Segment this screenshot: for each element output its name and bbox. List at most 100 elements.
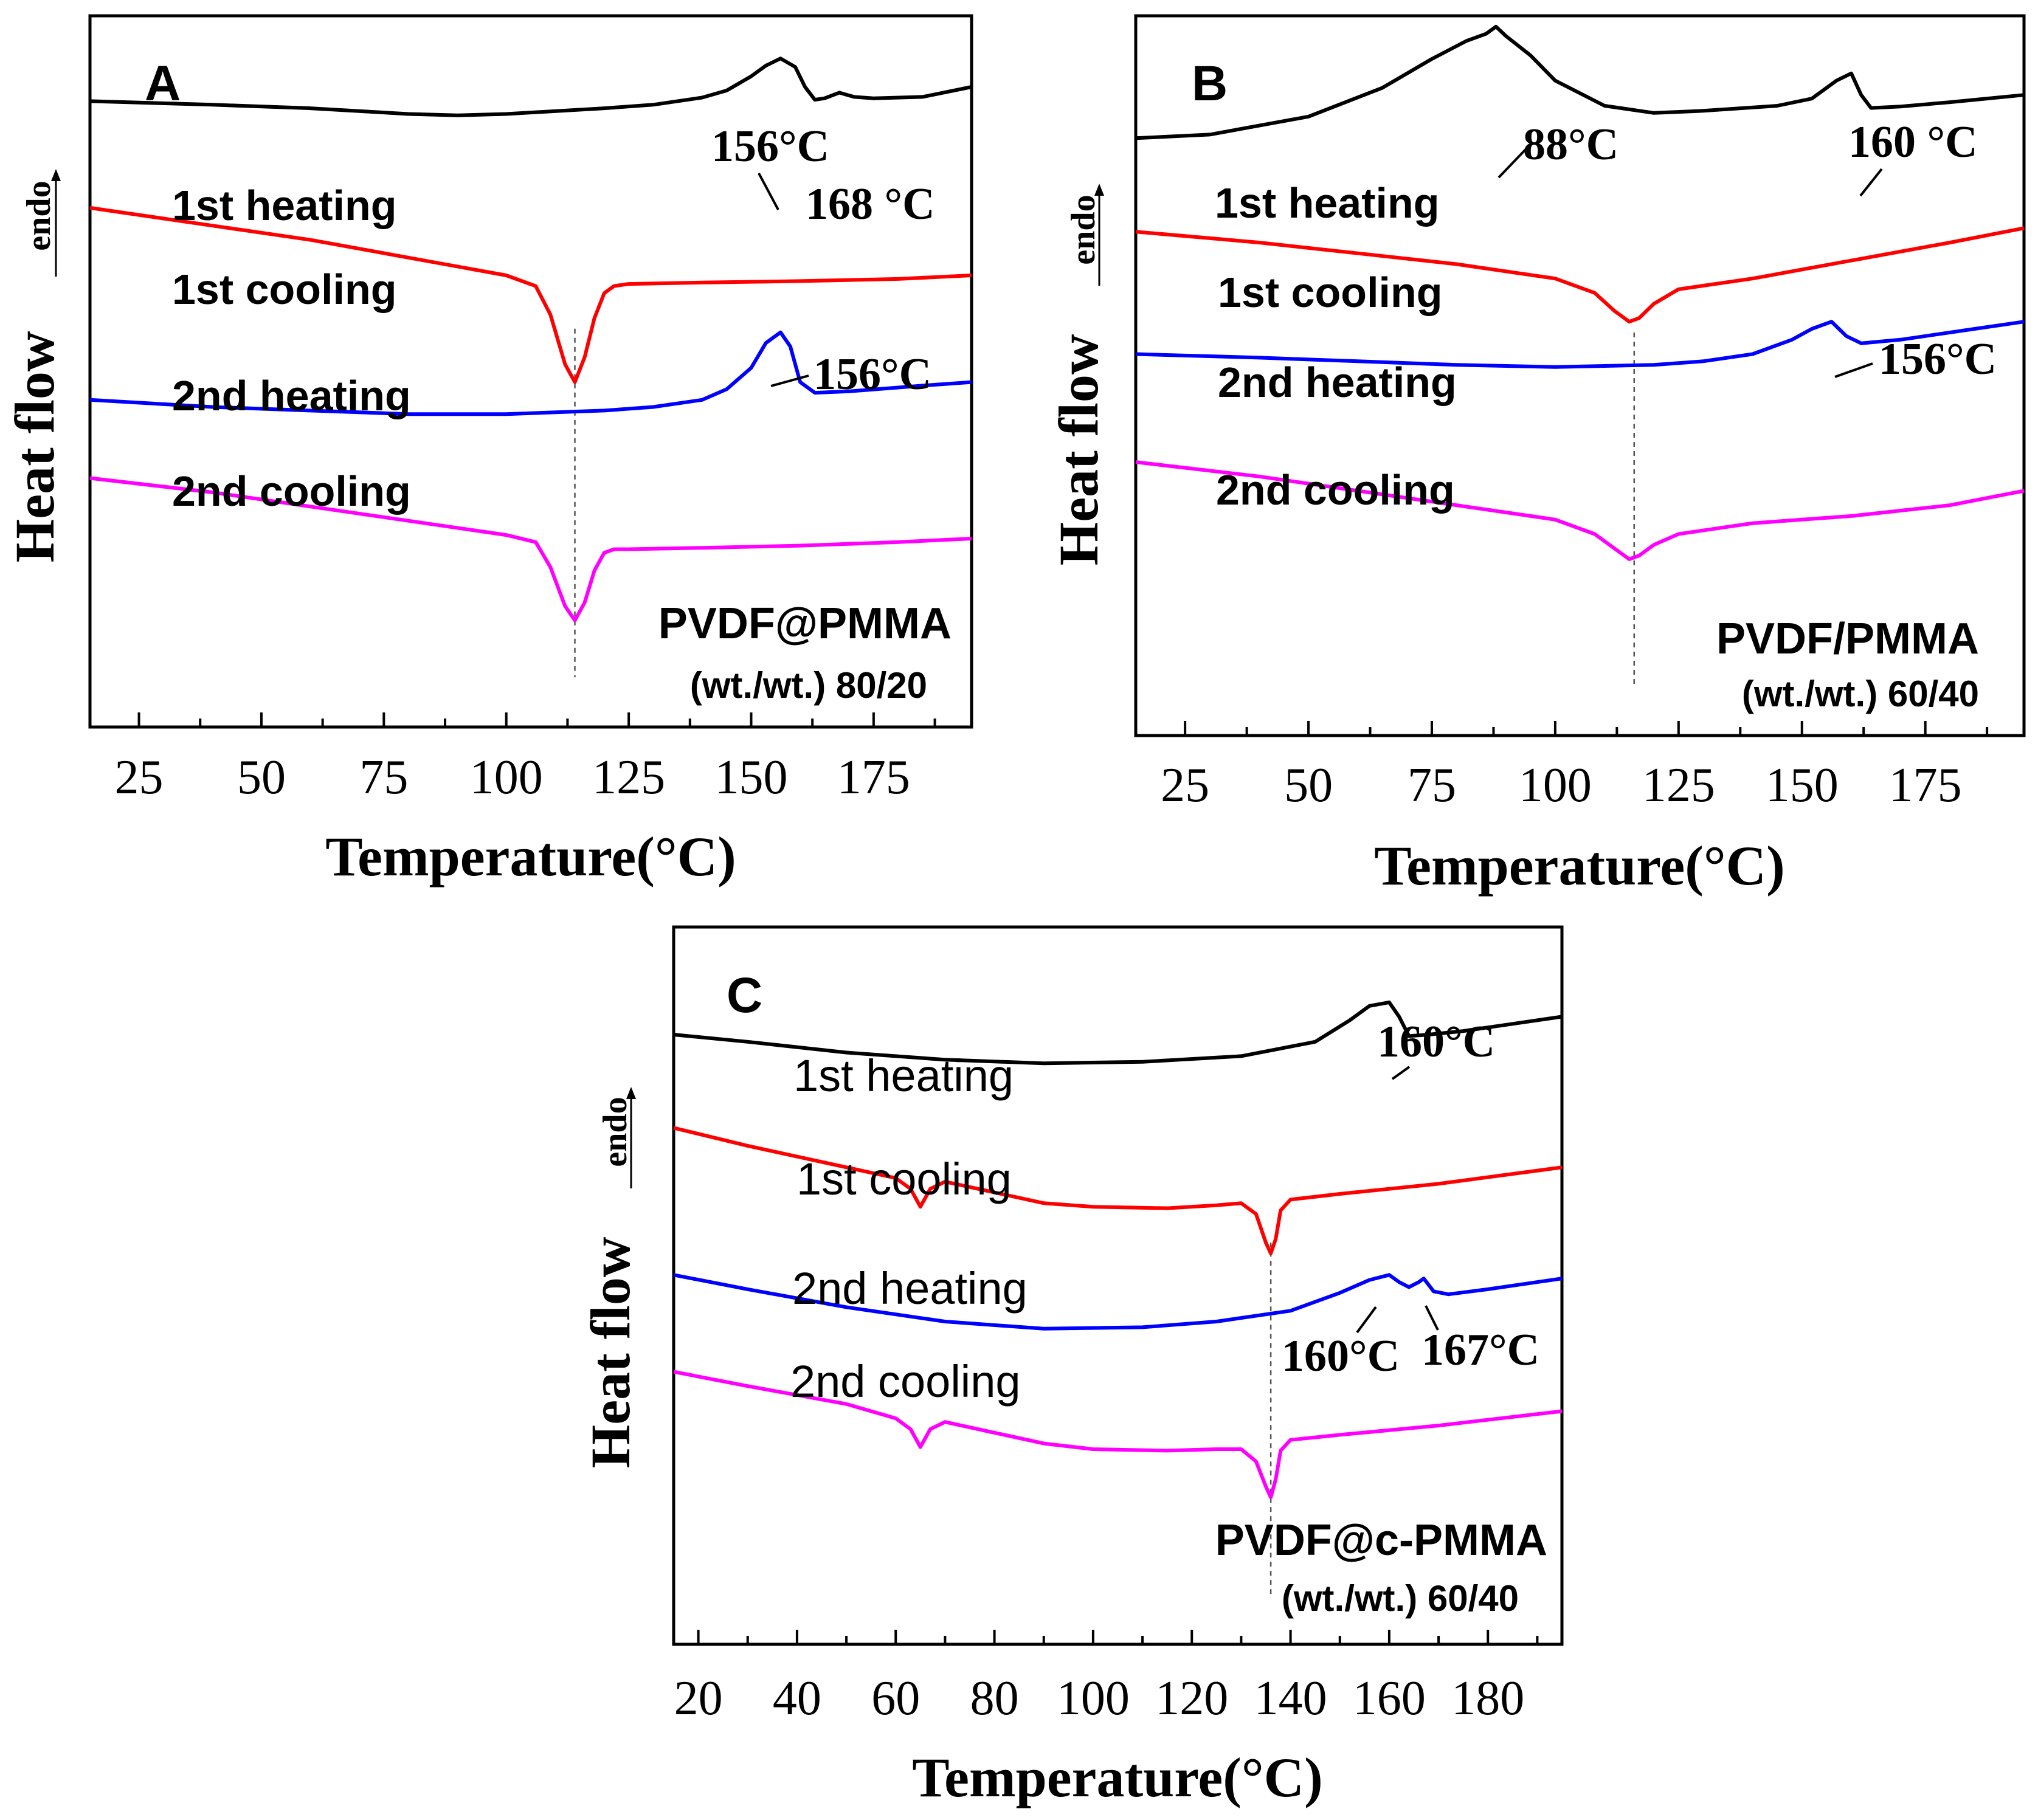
curve-label-1st-heating: 1st heating bbox=[1215, 179, 1440, 227]
x-tick-label: 125 bbox=[592, 751, 665, 804]
plot-frame bbox=[88, 14, 973, 729]
x-axis-label: Temperature(°C) bbox=[1374, 835, 1785, 897]
y-axis-endo-label: endo bbox=[1065, 195, 1102, 264]
sample-ratio: (wt./wt.) 60/40 bbox=[1282, 1578, 1519, 1619]
y-axis-label: Heat flow bbox=[1048, 334, 1110, 566]
sample-name: PVDF/PMMA bbox=[1716, 615, 1979, 663]
curve-label-2nd-cooling: 2nd cooling bbox=[790, 1356, 1021, 1407]
annotation-arrow bbox=[758, 173, 779, 210]
curve-2nd-cooling bbox=[673, 1370, 1563, 1500]
curve-label-1st-heating: 1st heating bbox=[172, 182, 397, 229]
x-tick-label: 100 bbox=[1519, 759, 1592, 812]
curve-label-2nd-heating: 2nd heating bbox=[1218, 359, 1457, 406]
plot-frame bbox=[1134, 14, 2026, 737]
annotation-88c: 88°C bbox=[1523, 120, 1618, 170]
curves bbox=[89, 57, 972, 622]
curve-2nd-cooling bbox=[89, 476, 972, 622]
x-tick-label: 25 bbox=[115, 751, 164, 804]
curve-label-1st-heating: 1st heating bbox=[793, 1050, 1014, 1101]
endo-arrow-head bbox=[51, 169, 61, 181]
x-tick-labels: 20 40 60 80 100 120 140 160 180 bbox=[674, 1672, 1525, 1725]
x-tick-label: 20 bbox=[674, 1672, 723, 1725]
x-tick-label: 80 bbox=[970, 1672, 1019, 1725]
x-ticks bbox=[137, 712, 936, 727]
annotation-168c: 168 °C bbox=[806, 179, 935, 229]
x-tick-label: 175 bbox=[1889, 759, 1962, 812]
x-tick-label: 60 bbox=[871, 1672, 920, 1725]
x-tick-label: 75 bbox=[1408, 759, 1456, 812]
x-tick-label: 100 bbox=[470, 751, 543, 804]
endo-arrow-head bbox=[626, 1087, 636, 1099]
x-tick-label: 150 bbox=[715, 751, 788, 804]
x-tick-label: 160 bbox=[1353, 1672, 1426, 1725]
curve-2nd-heating bbox=[89, 330, 972, 416]
annotation-arrow bbox=[770, 374, 809, 387]
x-tick-label: 50 bbox=[237, 751, 286, 804]
x-axis-label: Temperature(°C) bbox=[912, 1746, 1323, 1808]
annotation-arrow bbox=[1391, 1066, 1411, 1080]
curve-label-2nd-cooling: 2nd cooling bbox=[1216, 466, 1455, 514]
curve-1st-cooling bbox=[673, 1126, 1563, 1255]
endo-arrow-head bbox=[1094, 184, 1104, 196]
x-tick-label: 40 bbox=[773, 1672, 821, 1725]
x-tick-label: 120 bbox=[1155, 1672, 1228, 1725]
y-axis-endo-label: endo bbox=[596, 1097, 634, 1167]
panel-label: C bbox=[727, 968, 762, 1023]
x-ticks bbox=[1184, 721, 1989, 736]
x-tick-labels: 25 50 75 100 125 150 175 bbox=[115, 751, 910, 804]
annotation-160c: 160°C bbox=[1377, 1017, 1495, 1067]
curve-1st-cooling bbox=[1135, 226, 2025, 324]
x-tick-label: 125 bbox=[1642, 759, 1715, 812]
y-axis-label: Heat flow bbox=[4, 331, 66, 563]
x-tick-label: 100 bbox=[1057, 1672, 1130, 1725]
curve-1st-cooling bbox=[89, 205, 972, 384]
sample-ratio: (wt./wt.) 80/20 bbox=[690, 665, 927, 706]
annotation-arrow bbox=[1497, 148, 1527, 179]
panel-c: 20 40 60 80 100 120 140 160 180 C 1st heating 1s… bbox=[579, 925, 1564, 1808]
curves bbox=[1135, 24, 2025, 561]
y-axis-label: Heat flow bbox=[579, 1237, 641, 1469]
curve-1st-heating bbox=[1135, 24, 2025, 140]
curve-label-1st-cooling: 1st cooling bbox=[1218, 269, 1442, 316]
annotation-160c-2nd: 160°C bbox=[1282, 1331, 1400, 1381]
annotation-156c: 156°C bbox=[711, 122, 829, 171]
curve-label-2nd-heating: 2nd heating bbox=[172, 372, 411, 419]
x-tick-label: 50 bbox=[1284, 759, 1333, 812]
annotation-167c: 167°C bbox=[1421, 1325, 1539, 1375]
curves bbox=[673, 1000, 1563, 1500]
curve-1st-heating bbox=[673, 1000, 1563, 1066]
curve-label-1st-cooling: 1st cooling bbox=[796, 1154, 1012, 1204]
x-tick-label: 75 bbox=[359, 751, 408, 804]
x-ticks bbox=[697, 1630, 1539, 1644]
curve-2nd-heating bbox=[1135, 320, 2025, 369]
panel-b: 25 50 75 100 125 150 175 B 1st heating 1st coo… bbox=[1048, 14, 2026, 897]
curve-2nd-heating bbox=[673, 1273, 1563, 1331]
annotation-160c: 160 °C bbox=[1848, 117, 1978, 167]
sample-name: PVDF@c-PMMA bbox=[1215, 1516, 1547, 1565]
x-tick-label: 150 bbox=[1766, 759, 1839, 812]
x-tick-label: 140 bbox=[1254, 1672, 1327, 1725]
panel-a: 25 50 75 100 125 150 175 A 1st heating 1st coo… bbox=[4, 14, 973, 888]
sample-name: PVDF@PMMA bbox=[658, 599, 952, 648]
panel-label: A bbox=[145, 56, 181, 111]
x-tick-label: 25 bbox=[1161, 759, 1209, 812]
y-axis-endo-label: endo bbox=[20, 181, 58, 250]
plot-frame bbox=[672, 925, 1564, 1646]
x-tick-label: 180 bbox=[1451, 1672, 1524, 1725]
x-axis-label: Temperature(°C) bbox=[325, 826, 736, 888]
annotation-arrow bbox=[1425, 1305, 1439, 1331]
curve-1st-heating bbox=[89, 57, 972, 117]
curve-label-2nd-cooling: 2nd cooling bbox=[172, 467, 411, 515]
x-tick-labels: 25 50 75 100 125 150 175 bbox=[1161, 759, 1962, 812]
annotation-arrow bbox=[1834, 362, 1873, 378]
curve-label-1st-cooling: 1st cooling bbox=[172, 266, 396, 313]
annotation-156c-2nd: 156°C bbox=[813, 350, 931, 399]
curve-2nd-cooling bbox=[1135, 460, 2025, 561]
annotation-156c-2nd: 156°C bbox=[1879, 334, 1997, 384]
annotation-arrow bbox=[1356, 1306, 1377, 1334]
annotation-arrow bbox=[1859, 168, 1883, 197]
panel-label: B bbox=[1192, 56, 1228, 111]
sample-ratio: (wt./wt.) 60/40 bbox=[1742, 674, 1979, 714]
curve-label-2nd-heating: 2nd heating bbox=[792, 1263, 1028, 1314]
